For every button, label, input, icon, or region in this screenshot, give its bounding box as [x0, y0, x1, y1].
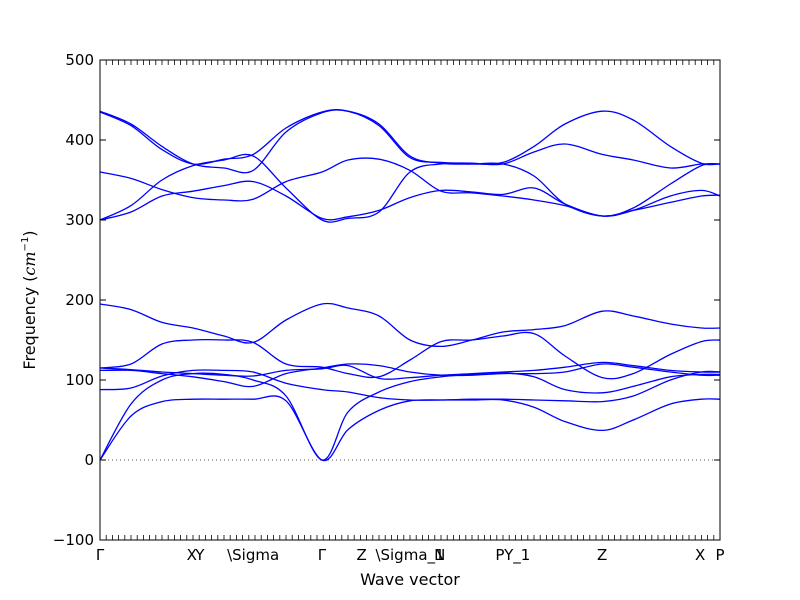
y-tick-label: 200 [65, 291, 94, 309]
series-line-7 [99, 302, 721, 348]
y-tick-label: 0 [84, 451, 94, 469]
x-tick-label: Γ [96, 546, 105, 564]
x-tick-label: X [695, 546, 705, 564]
y-axis-label: Frequency (cm−1) [20, 230, 39, 369]
y-tick-label: 100 [65, 371, 94, 389]
x-tick-label: Z [356, 546, 366, 564]
series-line-10 [99, 157, 721, 217]
x-tick-label: \Sigma_1 [375, 546, 444, 565]
y-axis-ticks: −100 0 100 200 300 400 500 [53, 51, 720, 549]
series-line-5 [99, 361, 721, 380]
plot-frame [99, 59, 721, 541]
x-tick-label: P [715, 546, 724, 564]
series-line-3 [99, 369, 721, 403]
series-line-4 [99, 363, 721, 388]
series-line-11 [99, 109, 721, 174]
y-axis-label-exponent: −1 [20, 237, 31, 252]
x-tick-label: X [187, 546, 197, 564]
series-layer [99, 109, 721, 462]
y-tick-label: 300 [65, 211, 94, 229]
y-axis-label-unit: cm [20, 251, 39, 275]
y-tick-label: −100 [53, 531, 94, 549]
series-line-8 [99, 180, 721, 221]
series-line-12 [99, 109, 721, 169]
x-tick-label: \Sigma [227, 546, 279, 564]
y-tick-label: 400 [65, 131, 94, 149]
y-axis-label-suffix: ) [20, 230, 39, 236]
x-tick-label: P [495, 546, 504, 564]
series-line-2 [99, 372, 721, 461]
x-tick-label: Γ [318, 546, 327, 564]
y-axis-label-prefix: Frequency ( [20, 276, 39, 370]
x-tick-label: Y_1 [503, 546, 530, 565]
x-tick-label: Z [597, 546, 607, 564]
x-axis-label: Wave vector [360, 570, 460, 589]
plot-border [99, 59, 721, 541]
x-axis-ticks: Γ XY \Sigma Γ Z \Sigma_1N P Y_1 Z X P [96, 60, 725, 565]
x-tick-label: N [434, 546, 445, 564]
series-line-6 [99, 331, 721, 380]
y-tick-label: 500 [65, 51, 94, 69]
x-tick-label: Y [194, 546, 205, 564]
series-line-1 [99, 395, 721, 462]
